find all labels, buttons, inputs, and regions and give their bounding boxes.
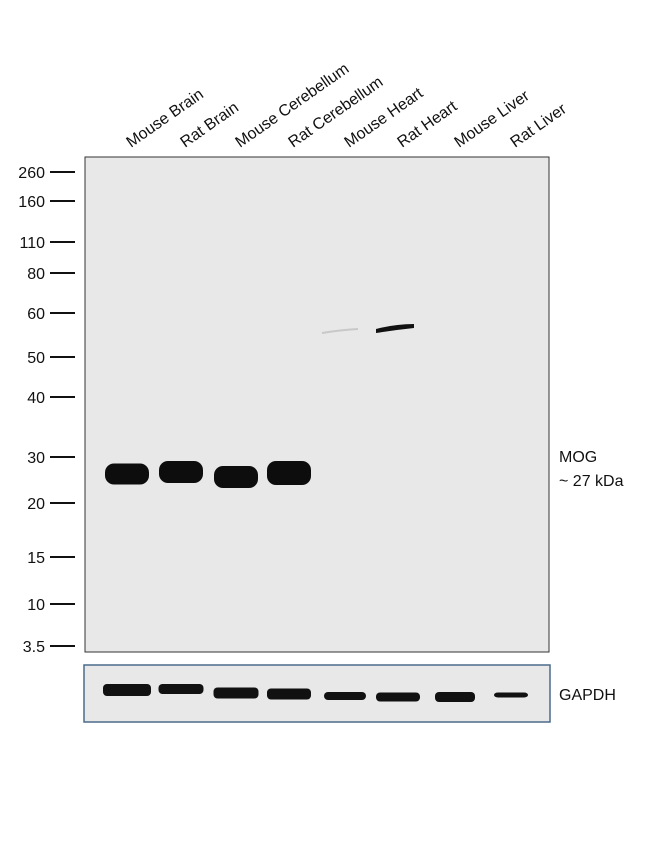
band — [494, 692, 528, 698]
band — [103, 684, 151, 696]
band — [376, 692, 420, 702]
marker-label: 260 — [18, 165, 45, 182]
marker-label: 15 — [27, 550, 45, 567]
marker-label: 160 — [18, 194, 45, 211]
band — [105, 463, 149, 485]
marker-label: 60 — [27, 306, 45, 323]
band — [158, 684, 204, 694]
band — [376, 324, 414, 333]
band — [159, 461, 203, 483]
band — [213, 687, 259, 699]
marker-label: 10 — [27, 597, 45, 614]
faint-band — [321, 328, 359, 334]
marker-label: 40 — [27, 390, 45, 407]
marker-label: 80 — [27, 266, 45, 283]
target-name: MOG — [559, 449, 597, 466]
band — [267, 461, 311, 485]
loading-control-label: GAPDH — [559, 687, 616, 704]
marker-label: 110 — [19, 235, 45, 252]
marker-label: 50 — [27, 350, 45, 367]
band — [324, 692, 366, 700]
loading-control-membrane — [83, 664, 551, 723]
band — [435, 692, 475, 702]
blot-membrane — [84, 156, 550, 653]
band — [214, 466, 258, 488]
marker-label: 20 — [27, 496, 45, 513]
marker-label: 30 — [27, 450, 45, 467]
marker-label: 3.5 — [23, 639, 45, 656]
band — [267, 688, 311, 700]
target-size: ~ 27 kDa — [559, 473, 624, 490]
